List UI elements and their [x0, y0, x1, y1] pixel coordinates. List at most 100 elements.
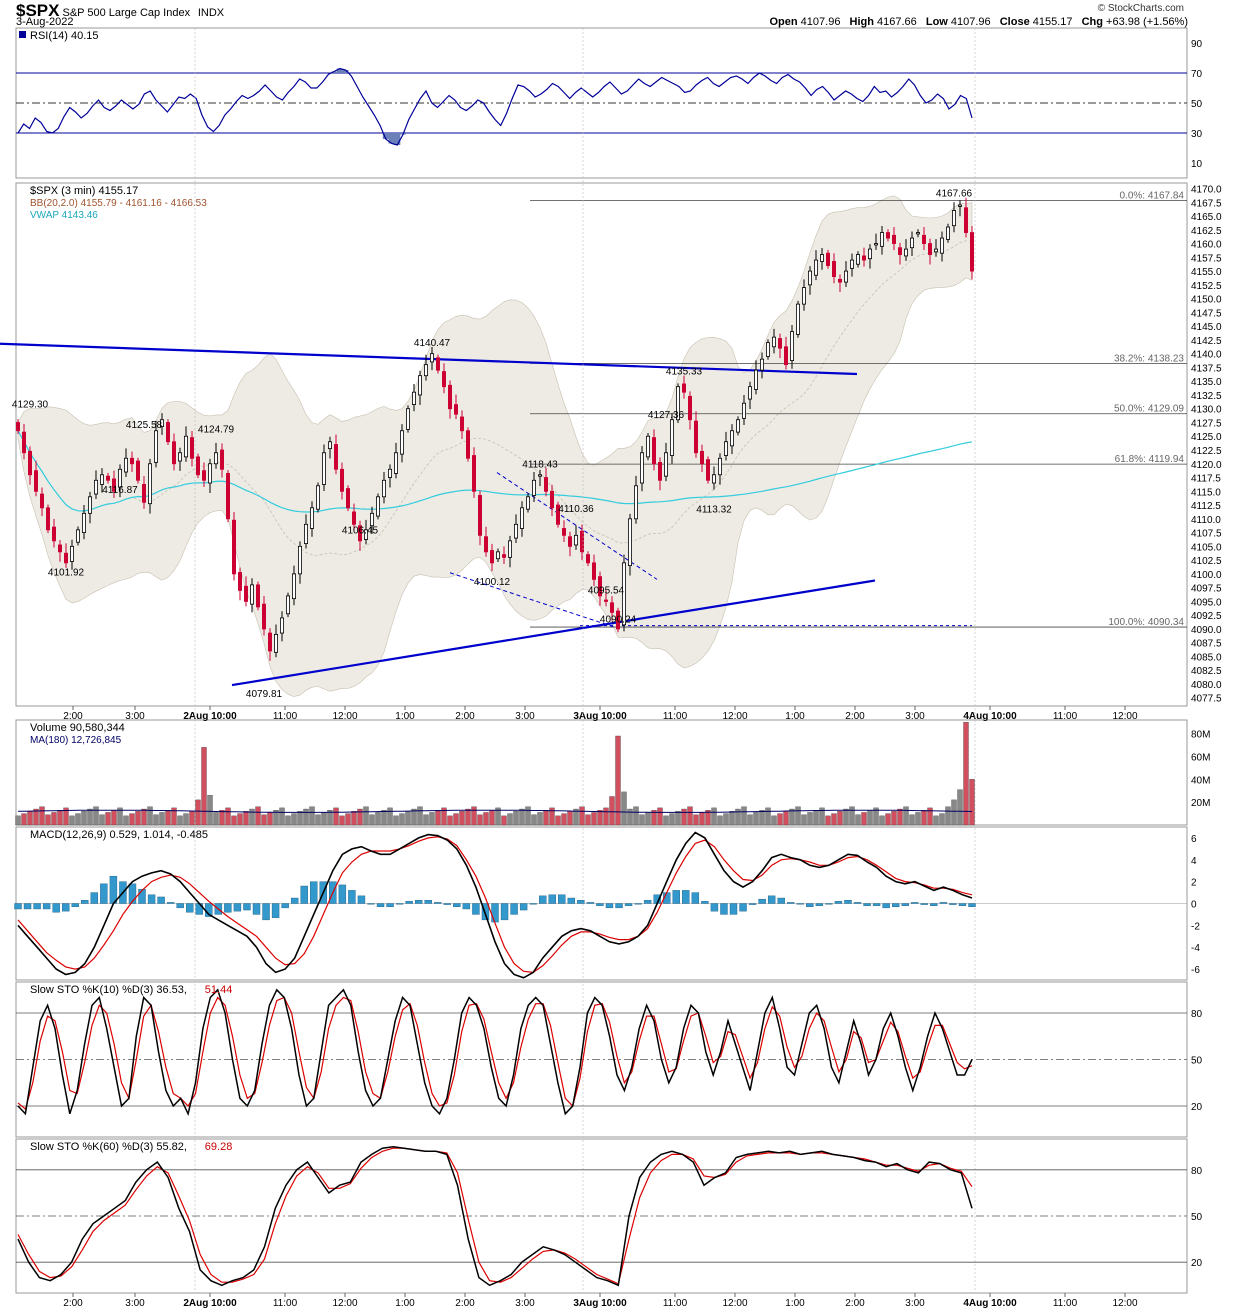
macd-histogram-bar [491, 903, 499, 923]
volume-bar [897, 808, 903, 826]
candle-body [225, 473, 230, 520]
candle-body [880, 232, 885, 247]
macd-histogram-bar [519, 903, 528, 911]
volume-bar [483, 812, 489, 826]
candle-body [82, 512, 87, 533]
price-tick-18: 4125.0 [1191, 432, 1222, 443]
candle-body [369, 512, 374, 527]
candle-body [886, 232, 891, 239]
rsi-line [17, 67, 973, 146]
volume-bar [633, 806, 639, 826]
bottom-xtick-3: 11:00 [273, 1298, 298, 1309]
volume-bar [93, 806, 99, 826]
macd-histogram-bar [806, 903, 814, 907]
macd-tick-6: -6 [1191, 965, 1200, 976]
candle-body [718, 457, 723, 476]
macd-histogram-bar [720, 903, 728, 915]
volume-bar [321, 812, 327, 826]
volume-bar [207, 795, 213, 826]
volume-bar [513, 811, 519, 826]
candle-body [219, 449, 224, 470]
candle-body [88, 496, 93, 514]
macd-histogram-bar [405, 901, 413, 904]
volume-bar [543, 810, 549, 826]
candle-body [550, 490, 555, 509]
price-tick-13: 4137.5 [1191, 363, 1222, 374]
candle-body [952, 210, 957, 227]
candle-body [159, 419, 164, 428]
candle-body [676, 386, 681, 421]
rsi-tick-4: 10 [1191, 159, 1203, 170]
candle-body [652, 437, 657, 465]
price-legend: $SPX (3 min) 4155.17 [30, 185, 138, 197]
candle-body [634, 485, 639, 520]
candle-body [255, 584, 260, 608]
macd-histogram-bar [52, 903, 60, 913]
macd-histogram-bar [262, 903, 270, 921]
volume-bar [825, 815, 831, 826]
volume-bar [501, 815, 507, 826]
candle-body [34, 470, 39, 492]
price-tick-15: 4132.5 [1191, 391, 1222, 402]
volume-bar [963, 722, 969, 826]
candle-body [748, 386, 753, 400]
candle-body [447, 384, 452, 410]
candle-body [195, 456, 200, 476]
price-xtick-11: 1:00 [785, 711, 805, 722]
volume-bar [315, 814, 321, 826]
volume-bar [723, 813, 729, 826]
volume-bar [201, 747, 207, 826]
volume-bar [657, 807, 663, 826]
candle-body [15, 422, 20, 432]
candle-body [64, 552, 69, 564]
volume-bar [303, 808, 309, 826]
close-value: 4155.17 [1032, 16, 1073, 28]
candle-body [471, 455, 476, 492]
volume-bar [231, 815, 237, 826]
volume-bar [525, 806, 531, 826]
macd-histogram-bar [138, 889, 146, 904]
candle-body [544, 477, 549, 492]
candle-body [850, 259, 855, 269]
volume-bar [561, 813, 567, 826]
volume-bar [423, 814, 429, 826]
price-tick-1: 4167.5 [1191, 198, 1222, 209]
candle-body [808, 270, 813, 286]
candle-body [874, 243, 879, 246]
candle-body [135, 460, 140, 481]
candle-body [958, 204, 963, 207]
candle-body [345, 488, 350, 509]
volume-bar [237, 813, 243, 826]
bottom-xtick-13: 3:00 [905, 1298, 925, 1309]
candle-body [784, 346, 789, 366]
candle-body [532, 479, 537, 496]
candle-body [483, 536, 488, 553]
candle-body [507, 540, 512, 558]
volume-bar [741, 806, 747, 826]
sto10-tick-0: 80 [1191, 1009, 1203, 1020]
candle-body [670, 419, 675, 456]
vwap-legend: VWAP 4143.46 [30, 210, 98, 221]
volume-bar [639, 814, 645, 826]
volume-bar [615, 735, 621, 826]
volume-bar [183, 813, 189, 826]
volume-bar [843, 808, 849, 826]
price-tick-10: 4145.0 [1191, 322, 1222, 333]
price-tick-19: 4122.5 [1191, 446, 1222, 457]
candle-body [261, 603, 266, 630]
macd-histogram-bar [548, 894, 556, 904]
sto10-k-line [17, 988, 973, 1117]
price-xtick-12: 2:00 [845, 711, 865, 722]
price-tick-20: 4120.0 [1191, 460, 1222, 471]
volume-bar [933, 815, 939, 826]
candle-body [129, 457, 134, 465]
candle-body [207, 463, 212, 484]
candle-body [441, 371, 446, 388]
candle-body [201, 470, 206, 481]
volume-bar [39, 806, 45, 826]
volume-bar [891, 811, 897, 826]
volume-bar [597, 810, 603, 826]
volume-bar [507, 813, 513, 826]
bottom-xtick-9: 11:00 [663, 1298, 688, 1309]
volume-bar [711, 807, 717, 826]
